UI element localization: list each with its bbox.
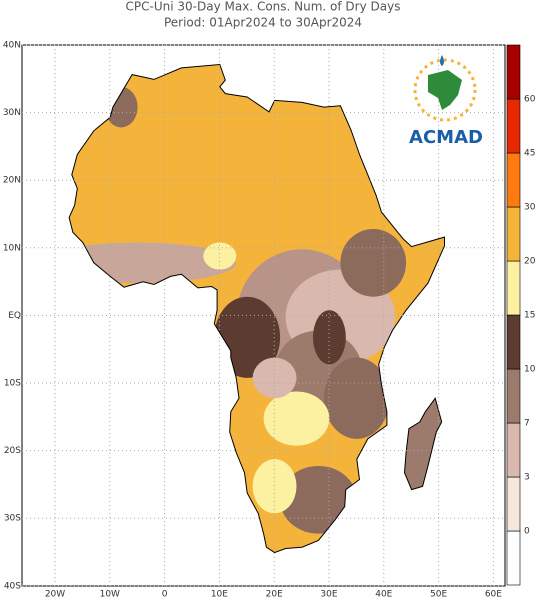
colorbar-box xyxy=(506,152,521,208)
colorbar-box xyxy=(506,206,521,262)
colorbar-label: 7 xyxy=(524,419,530,429)
colorbar-label: 15 xyxy=(524,311,535,321)
lat-label: 40N xyxy=(3,41,21,51)
patch xyxy=(263,391,330,446)
lat-label: 30S xyxy=(4,514,21,524)
colorbar-box xyxy=(506,476,521,532)
madagascar-land xyxy=(404,398,442,490)
title-line2: Period: 01Apr2024 to 30Apr2024 xyxy=(164,16,362,30)
colorbar: 0 3 7 10 15 20 30 45 60 xyxy=(506,44,536,586)
colorbar-box xyxy=(506,44,521,100)
lon-label: 50E xyxy=(430,590,447,600)
colorbar-label: 0 xyxy=(524,527,530,537)
lat-label: 20N xyxy=(3,176,21,186)
lat-label: 30N xyxy=(3,108,21,118)
patch xyxy=(203,242,237,270)
lat-label: 40S xyxy=(4,581,21,591)
colorbar-label: 30 xyxy=(524,203,536,213)
lon-label: 10E xyxy=(211,590,228,600)
lon-label: 20W xyxy=(45,590,65,600)
lat-label: 10N xyxy=(3,243,21,253)
logo-rays xyxy=(413,58,477,122)
lon-label: 60E xyxy=(485,590,502,600)
colorbar-box xyxy=(506,314,521,370)
grid-layer: 40N 30N 20N 10N EQ 10S 20S 30S 40S 20W 10W 0 10E 20E 3… xyxy=(3,41,505,600)
logo-text: ACMAD xyxy=(409,127,483,148)
lat-label: 20S xyxy=(4,446,21,456)
colorbar-label: 45 xyxy=(524,149,535,159)
africa-outline xyxy=(68,63,445,554)
patch xyxy=(323,357,390,439)
colorbar-box xyxy=(506,368,521,424)
colorbar-label: 20 xyxy=(524,257,536,267)
lat-label: 10S xyxy=(4,379,21,389)
patch xyxy=(252,459,297,514)
lon-label: 10W xyxy=(100,590,120,600)
logo-africa xyxy=(428,70,462,110)
lat-label: EQ xyxy=(8,311,21,321)
colorbar-label: 60 xyxy=(524,95,536,105)
patch xyxy=(340,228,407,297)
lon-label: 30E xyxy=(320,590,337,600)
colorbar-box xyxy=(506,260,521,316)
acmad-logo: ACMAD xyxy=(409,55,483,148)
madagascar-outline xyxy=(403,397,443,491)
lon-label: 20E xyxy=(266,590,283,600)
colorbar-box xyxy=(506,422,521,478)
colorbar-label: 10 xyxy=(524,365,536,375)
lon-label: 0 xyxy=(162,590,168,600)
colorbar-box xyxy=(506,98,521,154)
colorbar-box xyxy=(506,530,521,586)
lon-label: 40E xyxy=(375,590,392,600)
title-line1: CPC-Uni 30-Day Max. Cons. Num. of Dry Da… xyxy=(126,0,401,14)
land-layer xyxy=(68,63,445,554)
colorbar-label: 3 xyxy=(524,473,530,483)
logo-drop xyxy=(440,55,444,66)
